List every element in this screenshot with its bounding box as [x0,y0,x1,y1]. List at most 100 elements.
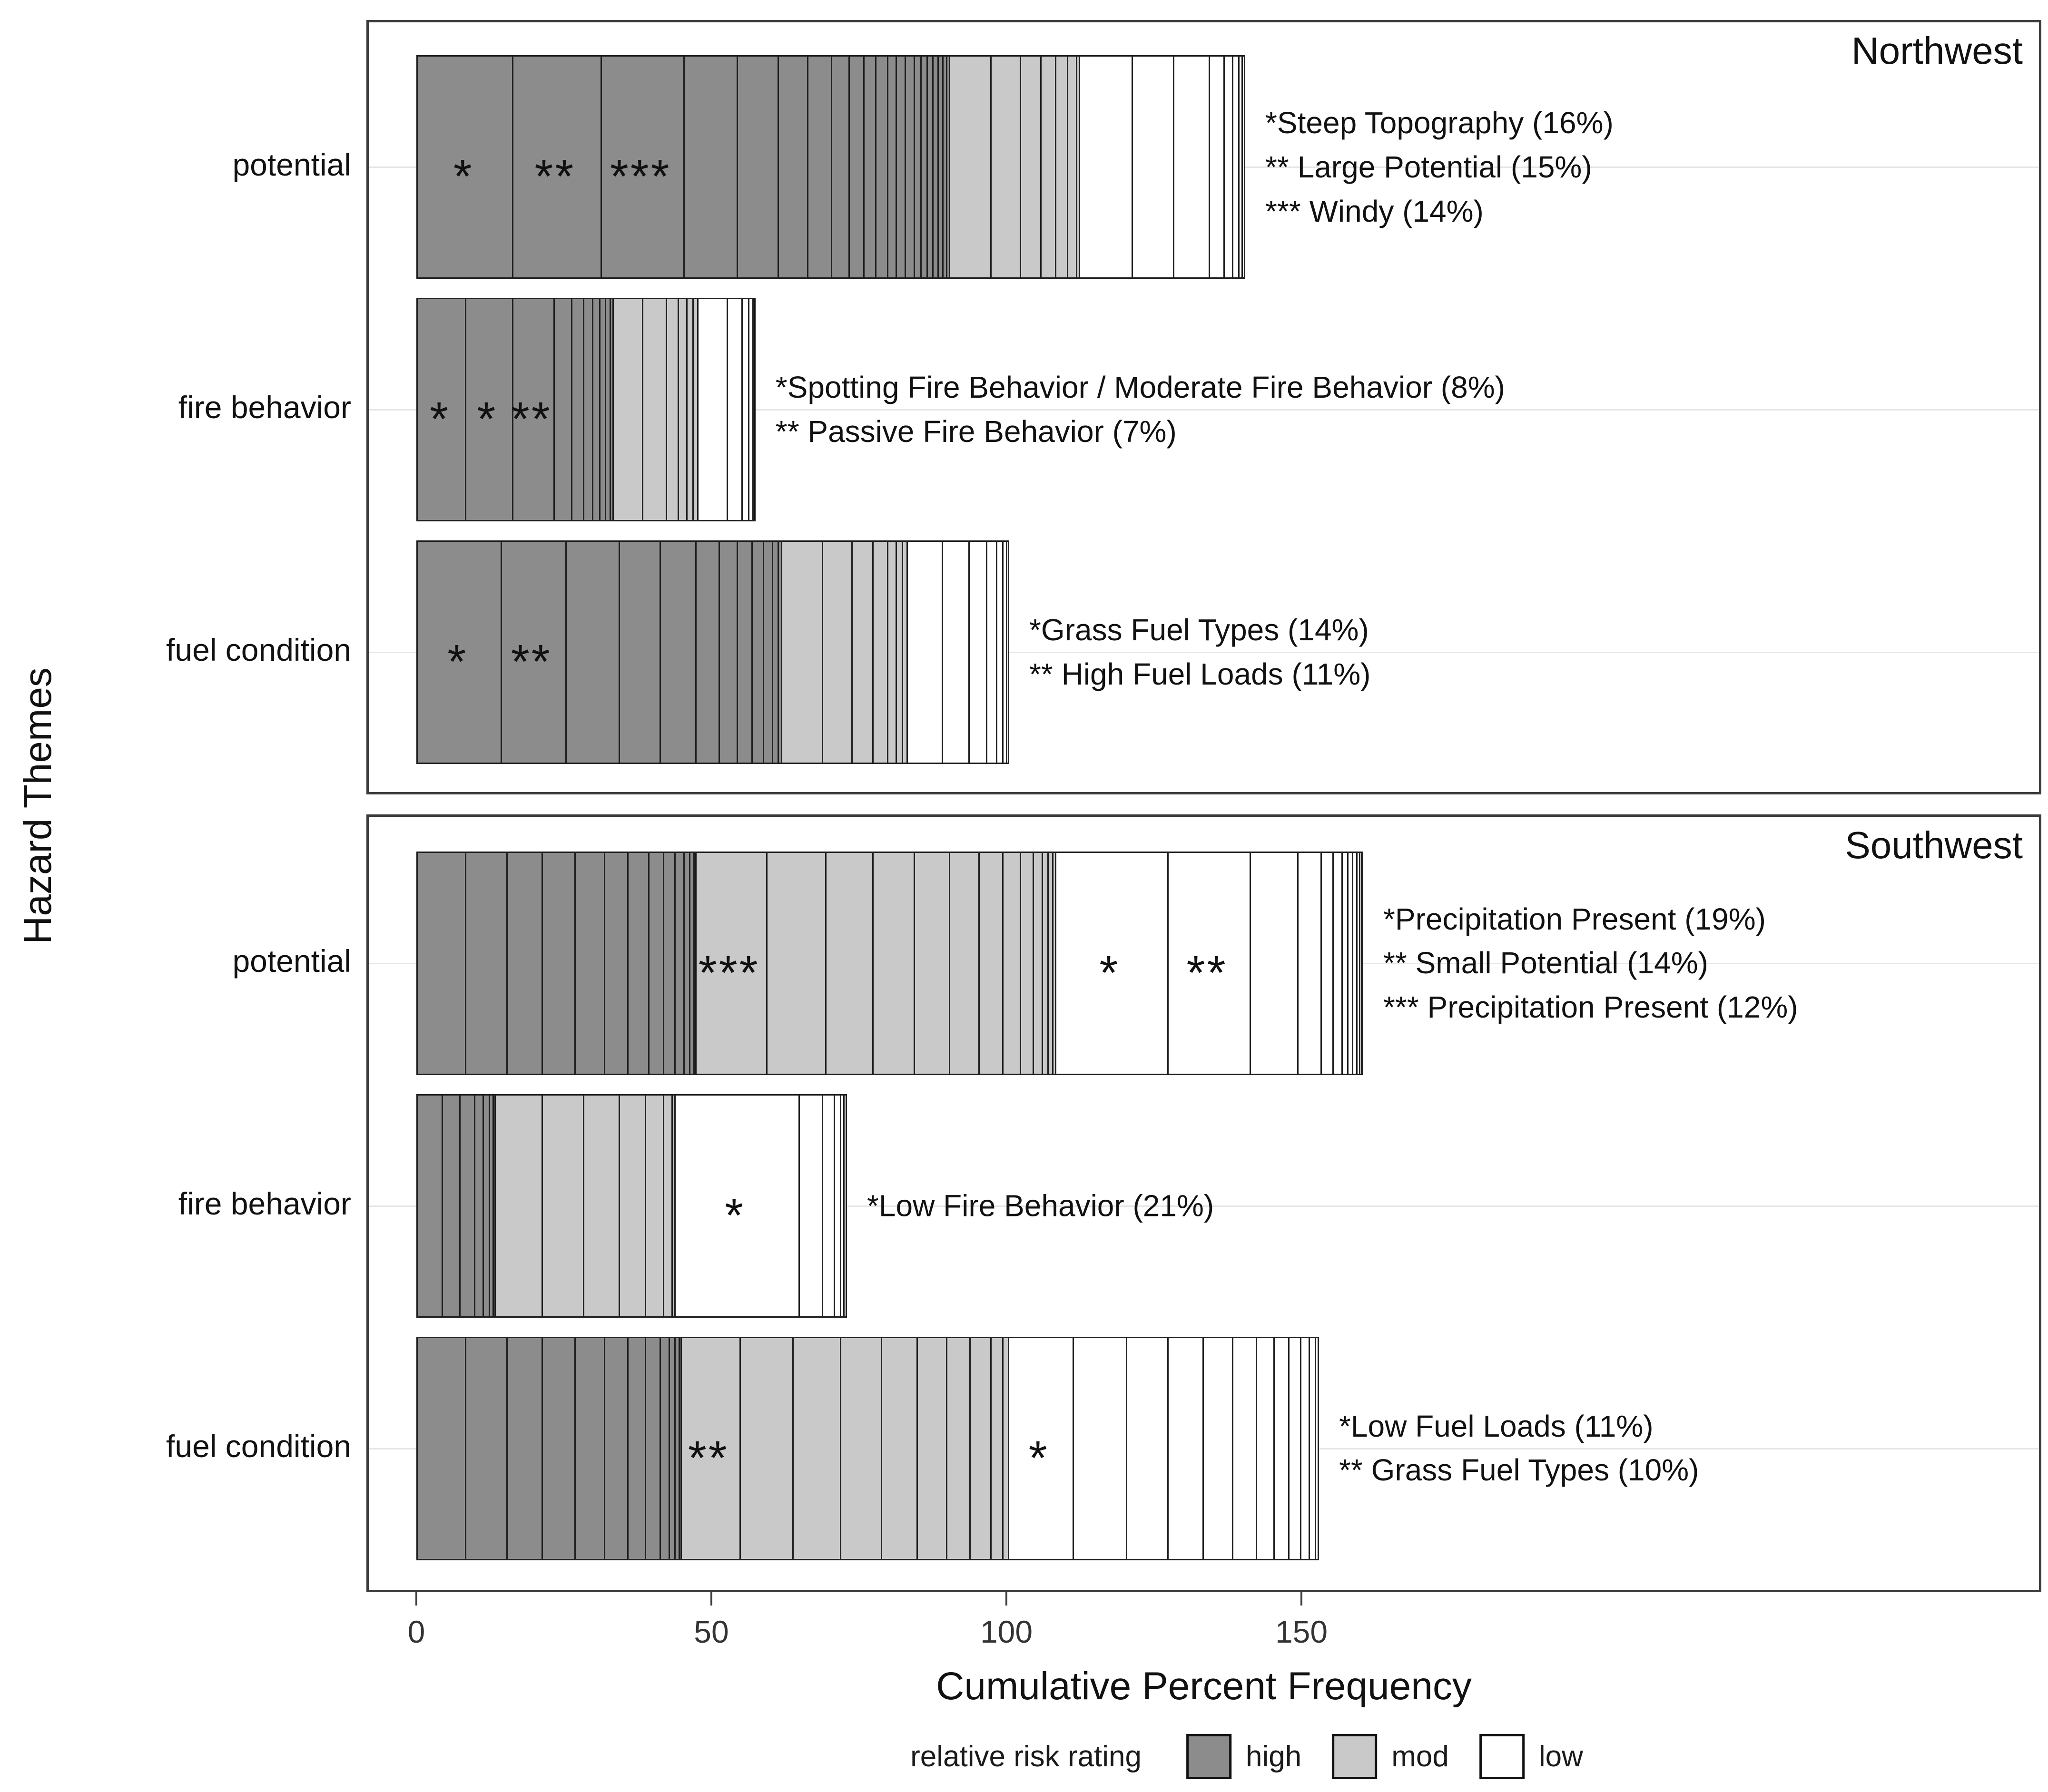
bar-segment-low [1360,852,1362,1074]
bar-segment-high [465,852,506,1074]
bar-segment-high [603,852,628,1074]
bar-segment-high [772,542,778,763]
bar-segment-high [674,852,683,1074]
bar-segment-high [660,1338,669,1559]
asterisk-mark: * [1099,946,1120,999]
bar-segment-mod [494,1095,542,1316]
bar-segment-low [1297,852,1321,1074]
annotation-line: *Low Fire Behavior (21%) [867,1188,1214,1223]
bar-segment-high [506,852,542,1074]
bar-segment-high [831,57,849,277]
bar-segment-high [896,57,905,277]
bar-segment-mod [665,299,678,520]
bar-segment-high [932,57,938,277]
bar-segment-high [778,542,781,763]
bar-segment-mod [822,542,852,763]
bar-fire-behavior [416,1094,847,1318]
annotation-line: *** Windy (14%) [1265,194,1484,228]
bar-segment-low [1314,1338,1318,1559]
panel-title: Northwest [1851,29,2023,72]
x-tick-label: 150 [1275,1614,1328,1649]
bar-segment-mod [542,1095,583,1316]
asterisk-mark: ** [534,150,576,203]
panel-title: Southwest [1845,824,2023,866]
legend-item-high: high [1186,1734,1301,1779]
bar-segment-mod [1019,852,1033,1074]
bar-segment-low [1238,57,1242,277]
asterisk-mark: * [453,150,474,203]
legend: relative risk rating high mod low [910,1734,1583,1779]
bar-segment-mod [1047,852,1052,1074]
bar-segment-high [441,1095,459,1316]
bar-segment-mod [1055,57,1067,277]
bar-segment-low [1223,57,1232,277]
bar-segment-mod [886,542,896,763]
bar-segment-mod [612,299,642,520]
bar-segment-high [920,57,926,277]
bar-segment-high [669,1338,675,1559]
bar-segment-low [1232,57,1238,277]
bar-segment-mod [645,1095,663,1316]
bar-segment-low [1002,542,1006,763]
annotation-line: ** High Fuel Loads (11%) [1029,657,1371,691]
bar-segment-high [660,542,695,763]
bar-segment-high [942,57,946,277]
bar-segment-low [1309,1338,1315,1559]
bar-segment-mod [780,542,822,763]
x-tick-label: 50 [694,1614,729,1649]
bar-segment-mod [1002,1338,1008,1559]
legend-swatch-low [1479,1734,1525,1779]
legend-swatch-mod [1332,1734,1378,1779]
bar-segment-high [610,299,613,520]
bar-segment-mod [1041,852,1048,1074]
annotation-line: *** Precipitation Present (12%) [1383,989,1798,1024]
asterisk-mark: ** [511,392,552,446]
bar-segment-high [683,57,737,277]
bar-segment-low [834,1095,840,1316]
bar-segment-high [863,57,875,277]
bar-segment-low [1202,1338,1232,1559]
bar-segment-high [583,299,592,520]
bar-segment-mod [642,299,666,520]
bar-segment-high [603,1338,628,1559]
bar-segment-high [886,57,896,277]
annotation-line: *Precipitation Present (19%) [1383,901,1766,936]
bar-segment-high [945,57,949,277]
bar-segment-high [599,299,605,520]
bar-annotation: *Precipitation Present (19%) ** Small Pot… [1383,897,1798,1029]
bar-segment-high [736,57,778,277]
bar-annotation: *Spotting Fire Behavior / Moderate Fire … [776,365,1505,454]
bar-segment-mod [1052,852,1055,1074]
x-tick-label: 100 [980,1614,1033,1649]
bar-segment-low [1208,57,1223,277]
bar-segment-mod [680,1338,739,1559]
bar-segment-mod [671,1095,675,1316]
gridline [369,409,2039,411]
bar-segment-high [574,1338,604,1559]
annotation-line: ** Large Potential (15%) [1265,149,1592,184]
bar-segment-high [605,299,610,520]
y-axis-title: Hazard Themes [16,667,59,944]
bar-segment-low [1320,852,1332,1074]
bar-segment-high [418,57,512,277]
bar-segment-low [1341,852,1347,1074]
bar-annotation: *Low Fire Behavior (21%) [867,1184,1214,1228]
bar-segment-high [719,542,737,763]
bar-segment-mod [739,1338,793,1559]
bar-segment-high [689,852,694,1074]
bar-segment-mod [677,299,687,520]
bar-segment-low [748,299,753,520]
x-tick [710,1592,712,1606]
bar-segment-low [1250,852,1297,1074]
bar-segment-mod [695,852,766,1074]
bar-segment-mod [1033,852,1042,1074]
gridline [369,652,2039,653]
bar-segment-high [553,299,571,520]
bar-segment-high [482,1095,489,1316]
x-tick [415,1592,417,1606]
bar-segment-mod [916,1338,946,1559]
bar-segment-low [996,542,1002,763]
bar-segment-mod [945,1338,970,1559]
bar-segment-low [798,1095,822,1316]
